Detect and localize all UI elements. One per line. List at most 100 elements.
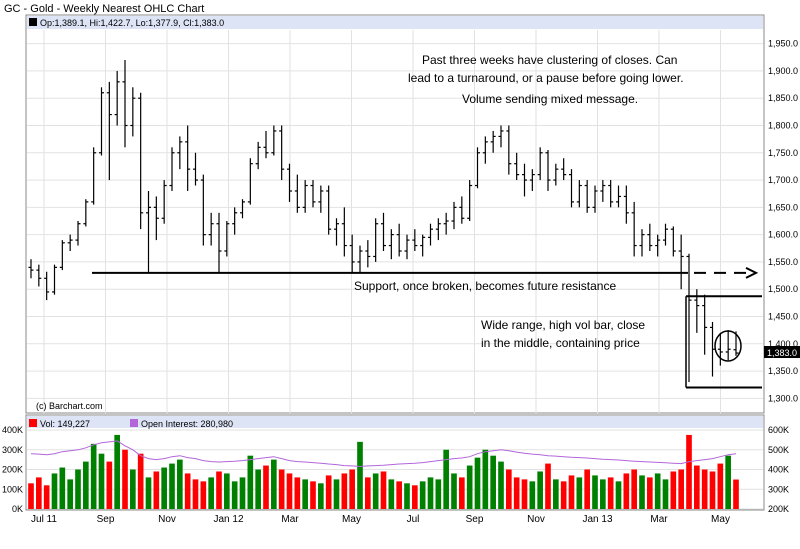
volume-bar xyxy=(725,455,731,509)
ohlc-bar xyxy=(153,196,159,241)
volume-bar xyxy=(654,473,661,509)
support-note: Support, once broken, becomes future res… xyxy=(354,279,616,293)
volume-bar xyxy=(239,477,246,509)
ohlc-bar xyxy=(271,125,277,156)
volume-bar xyxy=(435,479,442,509)
ohlc-bar xyxy=(647,223,653,252)
ohlc-bar xyxy=(616,185,621,208)
volume-bar xyxy=(545,463,551,509)
volume-bar xyxy=(161,467,167,509)
ohlc-bar xyxy=(44,271,50,301)
ohlc-bar xyxy=(553,163,559,186)
ohlc-bar xyxy=(185,125,191,191)
volume-bar xyxy=(122,449,128,509)
ohlc-bar xyxy=(529,169,535,191)
volume-bar xyxy=(271,459,277,509)
open-interest-tick-label: 300K xyxy=(768,484,789,494)
ohlc-bar xyxy=(287,163,292,202)
volume-bar xyxy=(701,469,708,509)
volume-bar xyxy=(466,465,473,509)
volume-bar xyxy=(145,477,152,509)
copyright: (c) Barchart.com xyxy=(36,401,103,411)
ohlc-bar xyxy=(247,158,253,205)
ohlc-bar xyxy=(584,180,590,213)
volume-bar xyxy=(553,479,559,509)
ohlc-bar xyxy=(514,152,520,181)
volume-bar xyxy=(98,453,105,509)
ohlc-bar xyxy=(404,234,410,260)
volume-bar xyxy=(427,477,434,509)
volume-tick-label: 100K xyxy=(2,484,23,494)
ohlc-bar xyxy=(91,147,97,205)
ohlc-bar xyxy=(561,158,567,181)
ohlc-bar xyxy=(326,185,332,235)
volume-bar xyxy=(443,449,449,509)
volume-axis: 0K 100K 200K 300K 400K xyxy=(2,425,23,514)
ohlc-bar xyxy=(52,264,57,295)
ohlc-bar xyxy=(631,201,637,257)
volume-bar xyxy=(372,473,379,509)
x-tick-label: Nov xyxy=(527,514,545,525)
ohlc-bar xyxy=(341,207,347,257)
price-tick-label: 1,650.0 xyxy=(768,202,798,212)
ohlc-bar xyxy=(294,174,300,213)
volume-bar xyxy=(90,443,97,509)
volume-bar xyxy=(130,469,136,509)
ohlc-bar xyxy=(36,264,42,287)
ohlc-bar xyxy=(28,259,34,279)
volume-bar xyxy=(184,473,191,509)
ohlc-bar xyxy=(475,147,480,189)
volume-tick-label: 0K xyxy=(12,504,23,514)
volume-bar xyxy=(83,461,89,509)
price-bars xyxy=(28,60,739,382)
volume-bar xyxy=(59,467,66,509)
ohlc-bar xyxy=(608,180,614,208)
volume-bar xyxy=(529,481,536,509)
ohlc-bar xyxy=(655,234,661,257)
ohlc-bar xyxy=(99,87,104,156)
volume-bar xyxy=(51,473,58,509)
x-tick-label: Mar xyxy=(650,514,668,525)
open-interest-tick-label: 500K xyxy=(768,445,789,455)
clustering-note-line-2: lead to a turnaround, or a pause before … xyxy=(408,71,684,85)
volume-bar xyxy=(36,477,42,509)
price-tick-label: 1,950.0 xyxy=(768,39,798,49)
volume-bar xyxy=(302,479,308,509)
price-tick-label: 1,900.0 xyxy=(768,66,798,76)
volume-bar xyxy=(647,477,653,509)
ohlc-bar xyxy=(232,207,238,235)
volume-bar xyxy=(733,479,739,509)
volume-bar xyxy=(482,449,489,509)
x-tick-label: Sep xyxy=(97,514,115,525)
ohlc-bar xyxy=(146,190,151,273)
volume-bar xyxy=(357,441,363,509)
volume-bar xyxy=(498,461,504,509)
x-axis: Jul 11 Sep Nov Jan 12 Mar May Jul Sep Nov Jan 13 M… xyxy=(31,514,730,525)
ohlc-bar xyxy=(600,180,606,202)
ohlc-bar xyxy=(388,229,394,260)
price-header-band xyxy=(27,16,763,29)
volume-bar xyxy=(224,473,230,509)
ohlc-bar xyxy=(670,226,676,257)
ohlc-bar xyxy=(138,92,144,230)
volume-bar xyxy=(607,477,614,509)
last-price-box xyxy=(764,346,800,358)
ohlc-bar xyxy=(106,81,112,181)
volume-bar xyxy=(341,473,348,509)
ohlc-bar xyxy=(349,234,355,273)
volume-bar xyxy=(537,471,543,509)
ohlc-bar xyxy=(451,201,457,230)
volume-bar xyxy=(576,477,583,509)
volume-bar xyxy=(694,465,700,509)
volume-bar xyxy=(318,483,324,509)
price-tick-label: 1,850.0 xyxy=(768,93,798,103)
open-interest-tick-label: 200K xyxy=(768,504,789,514)
price-tick-label: 1,500.0 xyxy=(768,284,798,294)
ohlc-bar xyxy=(263,130,269,159)
volume-bar xyxy=(255,469,261,509)
ohlc-bar xyxy=(208,212,214,246)
ohlc-bar xyxy=(569,169,574,208)
ohlc-bar xyxy=(467,180,473,221)
ohlc-bar xyxy=(177,136,183,170)
volume-bar xyxy=(560,481,567,509)
